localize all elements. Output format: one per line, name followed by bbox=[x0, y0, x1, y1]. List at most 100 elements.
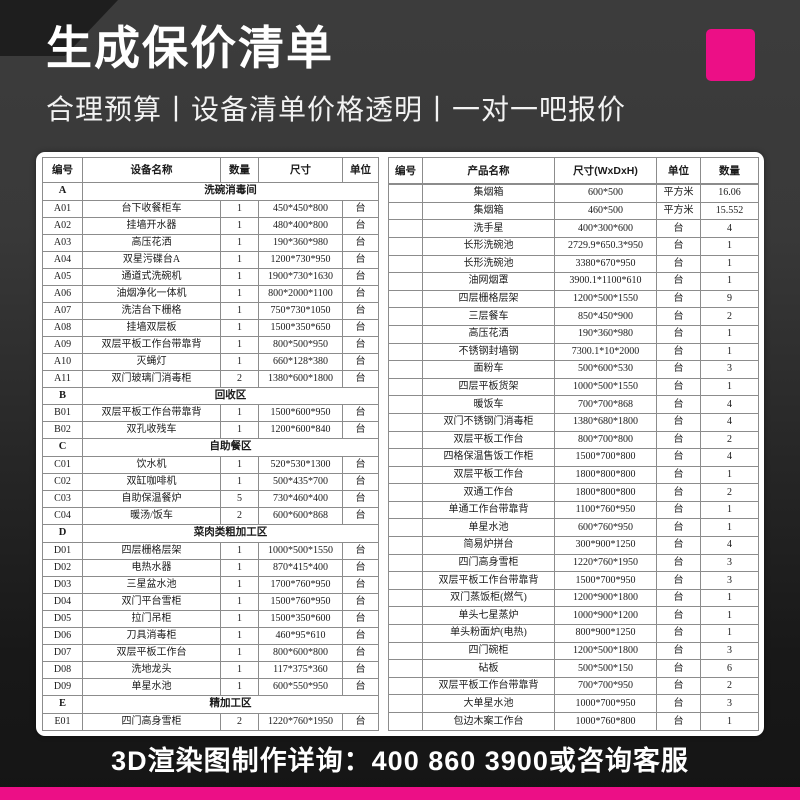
cell-size: 1500*600*950 bbox=[258, 404, 343, 423]
cell-name: 单星水池 bbox=[82, 677, 221, 696]
cell-qty: 1 bbox=[220, 541, 259, 560]
cell-name: 四门高身雪柜 bbox=[82, 712, 221, 732]
table-row: 双门不锈钢门消毒柜 1380*680*1800 台 4 bbox=[388, 412, 759, 432]
cell-qty: 5 bbox=[220, 490, 259, 509]
cell-size: 700*700*950 bbox=[554, 676, 657, 696]
table-row: D06 刀具消毒柜 1 460*95*610 台 bbox=[42, 626, 379, 645]
table-row: 长形洗碗池 3380*670*950 台 1 bbox=[388, 254, 759, 274]
cell-name: 灭蝇灯 bbox=[82, 352, 221, 371]
cell-code: A05 bbox=[42, 267, 83, 286]
section-name: 精加工区 bbox=[82, 694, 379, 714]
cell-code: C03 bbox=[42, 490, 83, 509]
cell-unit: 台 bbox=[342, 267, 379, 286]
cell-unit: 台 bbox=[656, 254, 701, 274]
table-row: D05 拉门吊柜 1 1500*350*600 台 bbox=[42, 609, 379, 628]
table-row: D07 双层平板工作台 1 800*600*800 台 bbox=[42, 643, 379, 662]
cell-unit: 台 bbox=[656, 360, 701, 379]
cell-size: 1200*600*840 bbox=[258, 421, 343, 440]
section-code: A bbox=[42, 181, 83, 201]
price-list-card: 编号 设备名称 数量 尺寸 单位 A 洗碗消毒间 A01 台下收餐柜车 1 450*450*800 台… bbox=[36, 152, 764, 736]
cell-size: 520*530*1300 bbox=[258, 456, 343, 475]
cell-size: 500*500*150 bbox=[554, 659, 657, 678]
column-header: 设备名称 bbox=[82, 157, 221, 183]
cell-qty: 1 bbox=[220, 216, 259, 235]
cell-code: A04 bbox=[42, 250, 83, 269]
cell-unit: 台 bbox=[342, 369, 379, 388]
cell-unit: 台 bbox=[656, 483, 701, 502]
column-header: 数量 bbox=[220, 157, 259, 183]
table-row: 高压花洒 190*360*980 台 1 bbox=[388, 324, 759, 344]
column-header: 编号 bbox=[42, 157, 83, 183]
table-row: 双层平板工作台带靠背 700*700*950 台 2 bbox=[388, 676, 759, 696]
column-header: 尺寸(WxDxH) bbox=[554, 157, 657, 184]
cell-size: 117*375*360 bbox=[258, 660, 343, 679]
cell-name: 四门高身雪柜 bbox=[422, 553, 555, 573]
cell-qty: 3 bbox=[700, 553, 759, 573]
cell-size: 2729.9*650.3*950 bbox=[554, 236, 657, 256]
cell-unit: 台 bbox=[656, 307, 701, 326]
cell-name: 双通工作台 bbox=[422, 483, 555, 502]
table-row: A10 灭蝇灯 1 660*128*380 台 bbox=[42, 352, 379, 371]
cell-qty: 15.552 bbox=[700, 201, 759, 221]
cell-qty: 2 bbox=[220, 369, 259, 388]
cell-code bbox=[388, 676, 423, 696]
cell-unit: 台 bbox=[656, 430, 701, 450]
table-row: D09 单星水池 1 600*550*950 台 bbox=[42, 677, 379, 696]
section-code: E bbox=[42, 694, 83, 714]
cell-qty: 1 bbox=[700, 712, 759, 731]
cell-unit: 台 bbox=[656, 236, 701, 256]
cell-code bbox=[388, 289, 423, 309]
cell-name: 长形洗碗池 bbox=[422, 236, 555, 256]
cell-size: 1000*500*1550 bbox=[258, 541, 343, 560]
table-row: A03 高压花洒 1 190*360*980 台 bbox=[42, 233, 379, 252]
table-row: 双层平板工作台 1800*800*800 台 1 bbox=[388, 465, 759, 485]
cell-size: 1100*760*950 bbox=[554, 500, 657, 520]
cell-code bbox=[388, 307, 423, 326]
cell-unit: 台 bbox=[656, 518, 701, 538]
cell-code bbox=[388, 553, 423, 573]
cell-code: C04 bbox=[42, 507, 83, 526]
cell-name: 集烟箱 bbox=[422, 201, 555, 221]
cell-qty: 1 bbox=[220, 558, 259, 577]
cell-qty: 2 bbox=[700, 483, 759, 502]
cell-size: 1500*700*800 bbox=[554, 448, 657, 467]
cell-qty: 2 bbox=[220, 712, 259, 732]
column-header: 单位 bbox=[656, 157, 701, 184]
cell-size: 1000*900*1200 bbox=[554, 606, 657, 626]
cell-size: 600*550*950 bbox=[258, 677, 343, 696]
table-row: 简易炉拼台 300*900*1250 台 4 bbox=[388, 536, 759, 555]
cell-qty: 3 bbox=[700, 571, 759, 590]
table-row: 四层平板货架 1000*500*1550 台 1 bbox=[388, 377, 759, 397]
cell-unit: 台 bbox=[342, 352, 379, 371]
cell-code bbox=[388, 272, 423, 291]
bottom-accent-strip bbox=[0, 787, 800, 800]
cell-qty: 1 bbox=[220, 592, 259, 611]
table-row: A11 双门玻璃门消毒柜 2 1380*600*1800 台 bbox=[42, 369, 379, 388]
table-row: 包边木案工作台 1000*760*800 台 1 bbox=[388, 712, 759, 731]
cell-code bbox=[388, 694, 423, 713]
equipment-table-left: 编号 设备名称 数量 尺寸 单位 A 洗碗消毒间 A01 台下收餐柜车 1 450*450*800 台… bbox=[42, 157, 379, 732]
cell-qty: 1 bbox=[220, 318, 259, 337]
cell-qty: 1 bbox=[700, 465, 759, 485]
table-row: 单头七星蒸炉 1000*900*1200 台 1 bbox=[388, 606, 759, 626]
section-code: B bbox=[42, 386, 83, 406]
cell-code bbox=[388, 465, 423, 485]
cell-size: 460*95*610 bbox=[258, 626, 343, 645]
cell-code: D01 bbox=[42, 541, 83, 560]
cell-qty: 1 bbox=[700, 324, 759, 344]
section-code: C bbox=[42, 438, 83, 458]
cell-unit: 台 bbox=[656, 377, 701, 397]
cell-qty: 1 bbox=[220, 335, 259, 354]
cell-unit: 台 bbox=[342, 335, 379, 354]
cell-name: 双门玻璃门消毒柜 bbox=[82, 369, 221, 388]
table-row: E01 四门高身雪柜 2 1220*760*1950 台 bbox=[42, 712, 379, 732]
table-row: 长形洗碗池 2729.9*650.3*950 台 1 bbox=[388, 236, 759, 256]
table-row: 三层餐车 850*450*900 台 2 bbox=[388, 307, 759, 326]
cell-name: 刀具消毒柜 bbox=[82, 626, 221, 645]
cell-name: 洗手星 bbox=[422, 219, 555, 238]
cell-name: 四层栅格层架 bbox=[422, 289, 555, 309]
cell-code: D09 bbox=[42, 677, 83, 696]
cell-code: D07 bbox=[42, 643, 83, 662]
page-subtitle: 合理预算丨设备清单价格透明丨一对一吧报价 bbox=[46, 94, 627, 125]
cell-qty: 4 bbox=[700, 448, 759, 467]
